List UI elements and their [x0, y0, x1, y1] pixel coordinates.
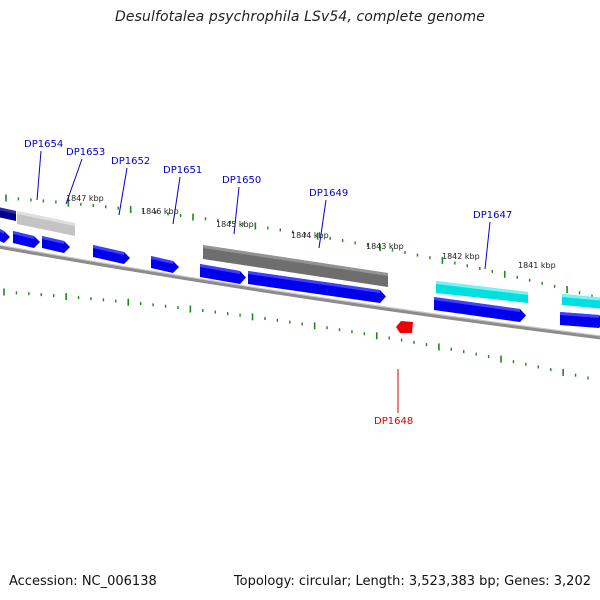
leader-line [172, 176, 181, 225]
kbp-labels: 1847 kbp 1846 kbp 1845 kbp 1844 kbp 1843 kbp… [66, 194, 556, 270]
leader-line [318, 199, 327, 249]
summary-text: Topology: circular; Length: 3,523,383 bp… [233, 574, 591, 589]
light-gray-feature [17, 211, 75, 236]
leader-line [36, 150, 42, 201]
kbp-label: 1841 kbp [518, 261, 556, 270]
kbp-label: 1844 kbp [291, 231, 329, 240]
tick-row-lower [3, 288, 589, 380]
gene-arrow-7 [248, 271, 386, 303]
gene-arrow-8 [434, 297, 526, 322]
gene-label-DP1650: DP1650 [222, 175, 261, 186]
genome-title: Desulfotalea psychrophila LSv54, complet… [115, 9, 485, 25]
genome-backbone [0, 244, 600, 340]
kbp-label: 1843 kbp [366, 242, 404, 251]
gene-label-DP1648: DP1648 [374, 416, 413, 427]
leader-line [65, 158, 83, 205]
gray-feature-1 [203, 245, 388, 287]
tick-row-upper [5, 194, 593, 298]
tick-marks [3, 194, 593, 380]
gene-label-DP1652: DP1652 [111, 156, 150, 167]
label-lines [36, 150, 491, 413]
kbp-label: 1842 kbp [442, 252, 480, 261]
gene-arrow-DP1648 [396, 321, 413, 333]
gene-label-DP1653: DP1653 [66, 147, 105, 158]
leader-line [233, 186, 240, 235]
gene-label-DP1651: DP1651 [163, 165, 202, 176]
gene-label-DP1647: DP1647 [473, 210, 512, 221]
gene-label-DP1649: DP1649 [309, 188, 348, 199]
kbp-label: 1846 kbp [141, 207, 179, 216]
gene-features [0, 207, 600, 333]
leader-line [484, 221, 491, 270]
leader-line [118, 167, 128, 216]
gene-label-DP1654: DP1654 [24, 139, 63, 150]
kbp-label: 1847 kbp [66, 194, 104, 203]
kbp-label: 1845 kbp [216, 220, 254, 229]
accession-text: Accession: NC_006138 [9, 574, 157, 589]
